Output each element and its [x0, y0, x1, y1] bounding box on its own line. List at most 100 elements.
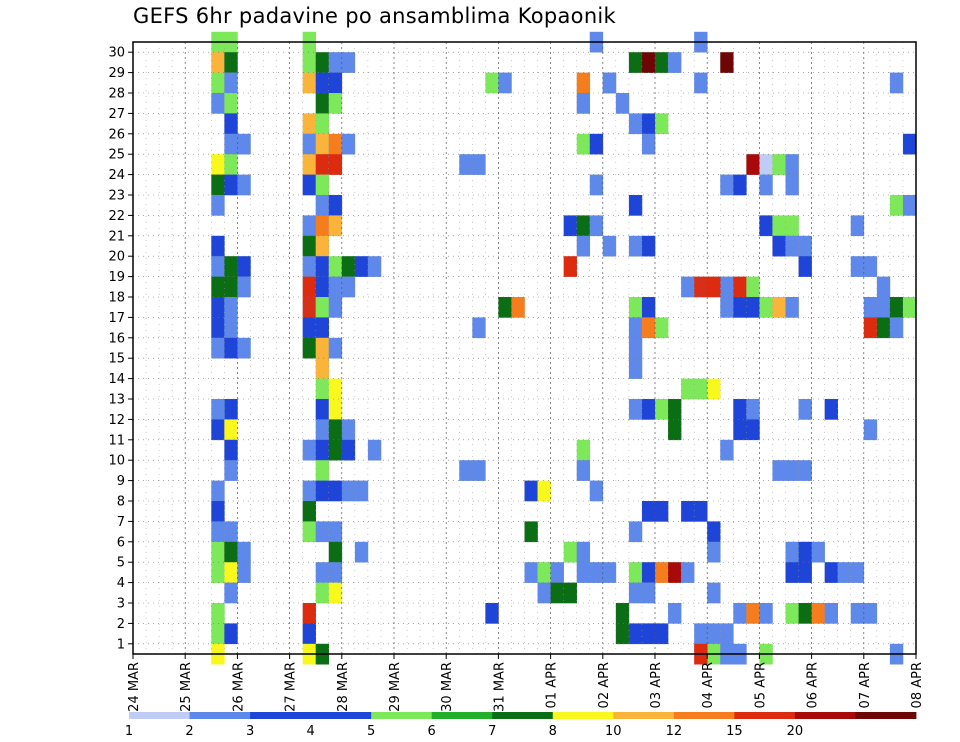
heatmap-cell — [655, 52, 669, 73]
y-tick-label: 3 — [117, 597, 125, 612]
heatmap-cell — [655, 399, 669, 420]
colorbar-label: 20 — [787, 724, 804, 739]
heatmap-cell — [328, 521, 343, 543]
colorbar-label: 7 — [488, 724, 496, 739]
colorbar-label: 8 — [549, 724, 557, 739]
y-tick-label: 25 — [108, 148, 125, 163]
heatmap-cell — [237, 276, 251, 298]
colorbar-label: 4 — [306, 724, 314, 739]
heatmap-cell — [328, 52, 343, 73]
heatmap-cell — [354, 480, 369, 502]
y-tick-label: 8 — [117, 495, 125, 510]
y-tick-label: 7 — [117, 515, 125, 530]
heatmap-cell — [668, 562, 682, 583]
heatmap-cell — [850, 562, 865, 583]
heatmap-cell — [628, 358, 643, 379]
heatmap-cell — [328, 419, 343, 441]
heatmap-cell — [576, 541, 591, 563]
heatmap-cell — [537, 480, 551, 502]
heatmap-cell — [694, 72, 708, 94]
heatmap-cell — [681, 562, 695, 583]
heatmap-cell — [315, 113, 330, 135]
y-tick-label: 11 — [108, 433, 125, 448]
heatmap-cell — [550, 582, 564, 604]
heatmap-cell — [707, 521, 721, 543]
colorbar-swatch — [855, 712, 917, 719]
heatmap-cell — [224, 297, 238, 318]
heatmap-cell — [668, 399, 682, 420]
heatmap-cell — [641, 235, 656, 257]
heatmap-cell — [785, 154, 799, 175]
heatmap-cell — [655, 501, 669, 522]
heatmap-cell — [315, 337, 330, 359]
colorbar-swatch — [250, 712, 312, 719]
colorbar-swatch — [189, 712, 251, 719]
heatmap-cell — [224, 52, 238, 73]
heatmap-cell — [850, 256, 865, 277]
colorbar-swatch — [613, 712, 675, 719]
colorbar-label: 6 — [428, 724, 436, 739]
heatmap-cell — [589, 174, 604, 196]
heatmap-cell — [628, 582, 643, 604]
heatmap-cell — [328, 562, 343, 583]
heatmap-cell — [628, 623, 643, 645]
heatmap-cell — [772, 460, 786, 481]
y-tick-label: 5 — [117, 556, 125, 571]
heatmap-cell — [563, 256, 577, 277]
heatmap-cell — [302, 501, 316, 522]
colorbar-swatch — [734, 712, 796, 719]
heatmap-cell — [811, 541, 825, 563]
colorbar-swatch — [310, 712, 372, 719]
heatmap-cell — [746, 419, 760, 441]
heatmap-cell — [224, 154, 238, 175]
x-axis: 24 MAR 25 MAR 26 MAR 27 MAR 28 MAR 29 MAR 30 M… — [127, 654, 925, 712]
heatmap-cell — [237, 337, 251, 359]
heatmap-cell — [211, 419, 225, 441]
colorbar-label: 15 — [726, 724, 743, 739]
heatmap-cell — [628, 562, 643, 583]
heatmap-cell — [328, 93, 343, 114]
heatmap-cell — [576, 215, 591, 237]
heatmap-cell — [615, 623, 630, 645]
heatmap-cell — [863, 317, 878, 339]
heatmap-cell — [315, 460, 330, 481]
heatmap-cell — [315, 419, 330, 441]
heatmap-cell — [876, 297, 891, 318]
heatmap-cell — [889, 195, 904, 216]
heatmap-cell — [224, 317, 238, 339]
heatmap-cell — [302, 52, 316, 73]
x-tick-label: 27 MAR — [284, 662, 299, 712]
colorbar-label: 12 — [666, 724, 683, 739]
heatmap-cell — [537, 562, 551, 583]
heatmap-cell — [315, 133, 330, 155]
heatmap-cell — [681, 276, 695, 298]
heatmap-cell — [889, 317, 904, 339]
heatmap-cell — [224, 419, 238, 441]
heatmap-cell — [563, 215, 577, 237]
heatmap-cell — [302, 215, 316, 237]
heatmap-cell — [211, 501, 225, 522]
y-tick-label: 27 — [108, 107, 125, 122]
heatmap-cell — [211, 154, 225, 175]
heatmap-cell — [863, 256, 878, 277]
y-tick-label: 20 — [108, 250, 125, 265]
heatmap-cell — [302, 72, 316, 94]
heatmap-cell — [655, 623, 669, 645]
heatmap-cell — [341, 133, 356, 155]
heatmap-cell — [641, 52, 656, 73]
colorbar-label: 3 — [246, 724, 254, 739]
heatmap-cell — [459, 154, 473, 175]
y-axis: 1234567891011121314151617181920212223242… — [108, 46, 133, 652]
x-tick-label: 29 MAR — [388, 662, 403, 712]
heatmap-cell — [224, 256, 238, 277]
heatmap-cell — [354, 541, 369, 563]
heatmap-cell — [315, 174, 330, 196]
plot-frame — [132, 41, 917, 655]
heatmap-cell — [641, 133, 656, 155]
heatmap-cell — [576, 72, 591, 94]
y-tick-label: 17 — [108, 311, 125, 326]
colorbar-label: 2 — [185, 724, 193, 739]
heatmap-cell — [315, 562, 330, 583]
heatmap-cell — [211, 195, 225, 216]
